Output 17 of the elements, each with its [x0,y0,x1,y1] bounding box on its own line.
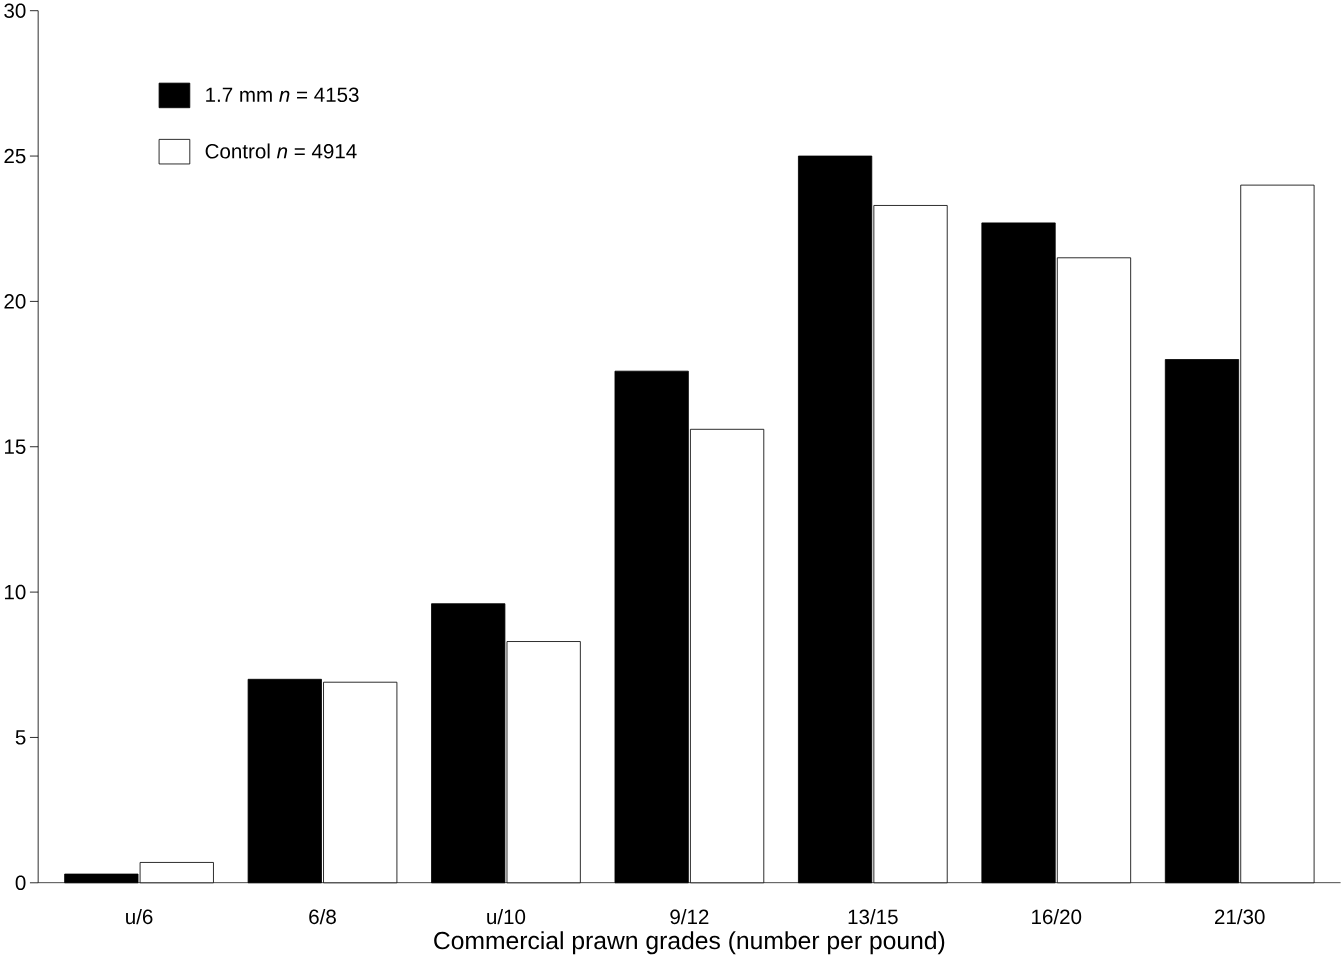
y-tick-label: 15 [5,439,26,455]
x-tick-label: u/6 [126,909,153,925]
y-tick-label: 25 [4,148,26,164]
x-tick-label: u/10 [487,909,526,925]
y-tick-label: 20 [4,294,26,309]
x-tick-label: 9/12 [670,909,709,925]
x-tick-label: 16/20 [1032,909,1082,925]
x-tick-label: 13/15 [848,909,898,925]
y-tick-label: 10 [5,585,26,600]
legend-label: 1.7 mm n = 4153 [206,87,359,103]
y-tick-label: 30 [4,3,26,19]
y-tick-label: 5 [15,730,26,745]
y-tick-label: 0 [15,875,26,891]
legend-label: Control n = 4914 [205,143,357,159]
x-tick-label: 21/30 [1215,909,1265,925]
x-axis-title: Commercial prawn grades (number per pound) [434,931,945,955]
x-tick-label: 6/8 [309,909,336,925]
